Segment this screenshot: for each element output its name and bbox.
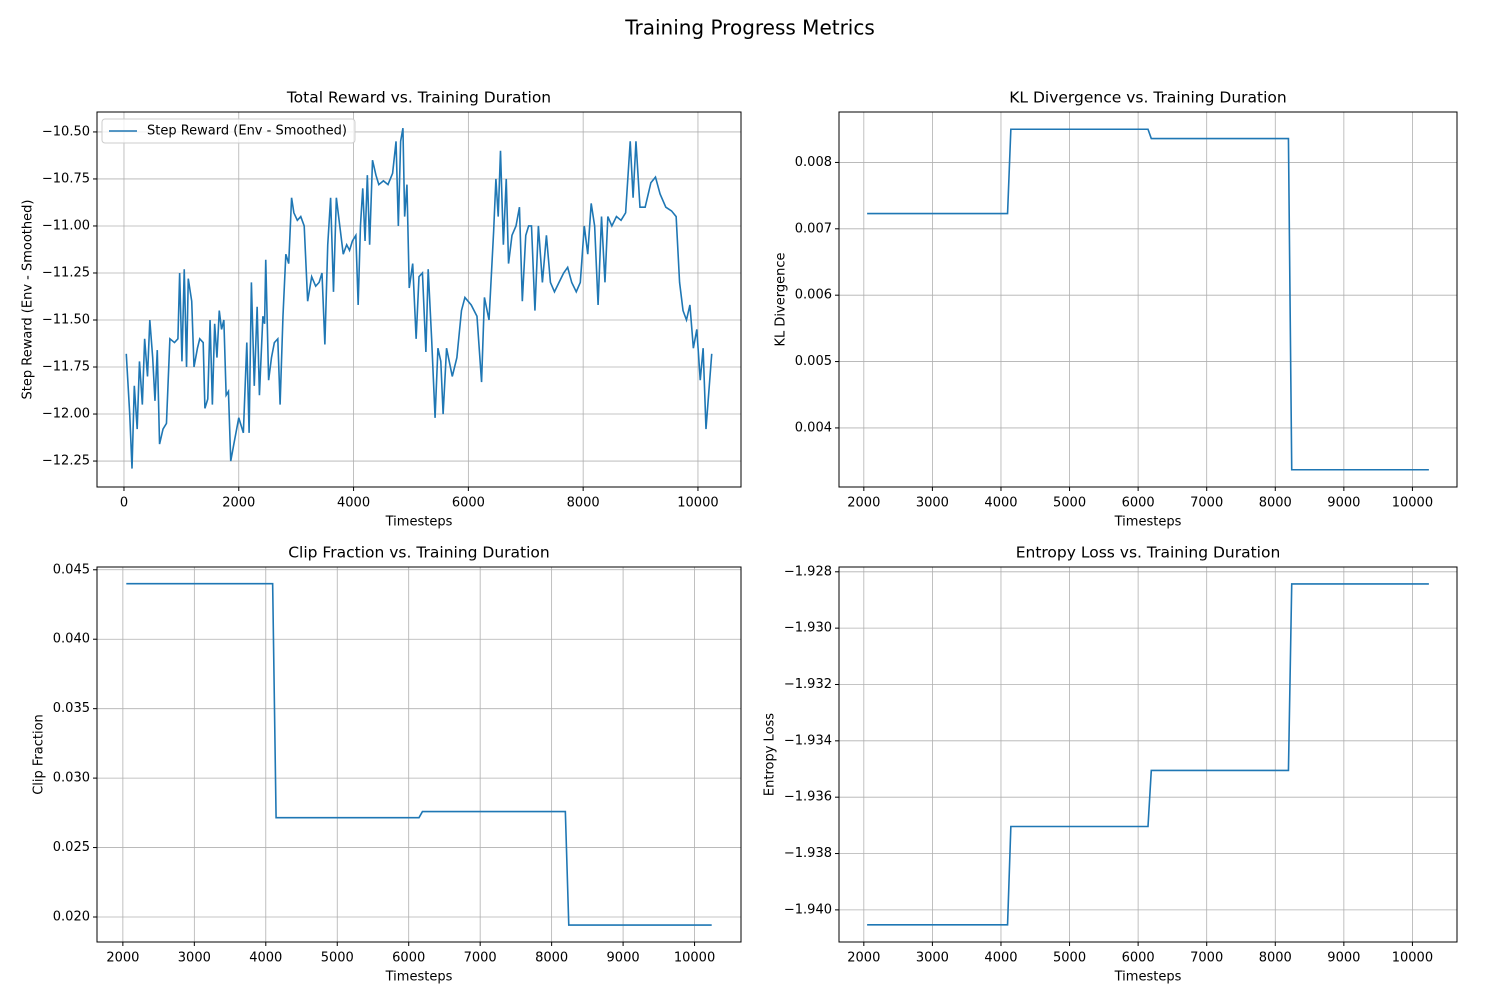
- plot-frame: [838, 566, 1458, 943]
- x-tick-label: 8000: [535, 951, 568, 966]
- y-tick-label: −1.934: [784, 733, 832, 748]
- y-axis-label: Clip Fraction: [31, 714, 46, 795]
- subplot-title: Total Reward vs. Training Duration: [286, 89, 551, 107]
- x-tick-label: 5000: [321, 951, 354, 966]
- y-tick-label: 0.004: [795, 420, 832, 435]
- x-tick-label: 4000: [249, 951, 282, 966]
- x-tick-label: 8000: [1259, 951, 1292, 966]
- x-tick-label: 9000: [607, 951, 640, 966]
- x-axis-label: Timesteps: [1114, 970, 1182, 985]
- data-line: [867, 128, 1429, 471]
- y-tick-label: 0.008: [795, 155, 832, 170]
- x-tick-label: 6000: [392, 951, 425, 966]
- y-tick-label: −1.932: [784, 677, 832, 692]
- y-tick-label: −1.928: [784, 564, 832, 579]
- y-axis-label: Step Reward (Env - Smoothed): [20, 200, 35, 400]
- x-tick-label: 4000: [337, 496, 370, 511]
- y-tick-label: −11.75: [42, 360, 90, 375]
- y-tick-label: −1.936: [784, 790, 832, 805]
- plot-frame: [96, 111, 742, 488]
- x-tick-label: 2000: [847, 951, 880, 966]
- x-tick-label: 10000: [1392, 951, 1433, 966]
- y-tick-label: −11.00: [42, 218, 90, 233]
- x-tick-label: 9000: [1327, 496, 1360, 511]
- x-tick-label: 10000: [677, 496, 718, 511]
- y-tick-label: 0.035: [53, 701, 90, 716]
- x-tick-label: 2000: [106, 951, 139, 966]
- x-tick-label: 7000: [1190, 496, 1223, 511]
- x-tick-label: 7000: [1190, 951, 1223, 966]
- y-axis-label: Entropy Loss: [762, 713, 777, 796]
- y-tick-label: 0.020: [53, 910, 90, 925]
- y-tick-label: −1.938: [784, 846, 832, 861]
- figure-title: Training Progress Metrics: [624, 16, 875, 40]
- x-tick-label: 2000: [847, 496, 880, 511]
- x-tick-label: 6000: [452, 496, 485, 511]
- plot-frame: [96, 566, 742, 943]
- y-axis-label: KL Divergence: [773, 253, 788, 347]
- subplot-title: Entropy Loss vs. Training Duration: [1016, 544, 1281, 562]
- y-tick-label: 0.045: [53, 562, 90, 577]
- x-tick-label: 3000: [178, 951, 211, 966]
- y-tick-label: 0.025: [53, 840, 90, 855]
- x-tick-label: 5000: [1053, 951, 1086, 966]
- legend-label: Step Reward (Env - Smoothed): [147, 124, 347, 139]
- y-tick-label: −11.50: [42, 312, 90, 327]
- x-tick-label: 0: [120, 496, 128, 511]
- x-tick-label: 10000: [674, 951, 715, 966]
- x-tick-label: 4000: [984, 951, 1017, 966]
- x-tick-label: 2000: [222, 496, 255, 511]
- y-tick-label: −1.930: [784, 621, 832, 636]
- y-tick-label: −12.00: [42, 407, 90, 422]
- x-tick-label: 4000: [984, 496, 1017, 511]
- y-tick-label: −1.940: [784, 902, 832, 917]
- y-tick-label: −12.25: [42, 454, 90, 469]
- data-line: [126, 582, 712, 926]
- y-tick-label: −11.25: [42, 265, 90, 280]
- x-tick-label: 6000: [1122, 496, 1155, 511]
- x-axis-label: Timesteps: [1114, 515, 1182, 530]
- y-tick-label: −10.75: [42, 171, 90, 186]
- x-tick-label: 10000: [1392, 496, 1433, 511]
- x-tick-label: 5000: [1053, 496, 1086, 511]
- y-tick-label: 0.040: [53, 632, 90, 647]
- y-tick-label: 0.007: [795, 221, 832, 236]
- legend: Step Reward (Env - Smoothed): [101, 118, 356, 144]
- x-tick-label: 8000: [1259, 496, 1292, 511]
- y-tick-label: 0.030: [53, 771, 90, 786]
- y-tick-label: −10.50: [42, 124, 90, 139]
- x-tick-label: 9000: [1327, 951, 1360, 966]
- subplot-title: KL Divergence vs. Training Duration: [1009, 89, 1286, 107]
- y-tick-label: 0.006: [795, 288, 832, 303]
- legend-frame: [101, 118, 356, 144]
- x-tick-label: 3000: [916, 951, 949, 966]
- x-tick-label: 8000: [567, 496, 600, 511]
- y-tick-label: 0.005: [795, 354, 832, 369]
- data-line: [867, 583, 1429, 926]
- x-tick-label: 7000: [464, 951, 497, 966]
- x-axis-label: Timesteps: [385, 970, 453, 985]
- subplot-title: Clip Fraction vs. Training Duration: [288, 544, 550, 562]
- x-axis-label: Timesteps: [385, 515, 453, 530]
- x-tick-label: 3000: [916, 496, 949, 511]
- plot-frame: [838, 111, 1458, 488]
- data-line: [125, 128, 713, 469]
- x-tick-label: 6000: [1122, 951, 1155, 966]
